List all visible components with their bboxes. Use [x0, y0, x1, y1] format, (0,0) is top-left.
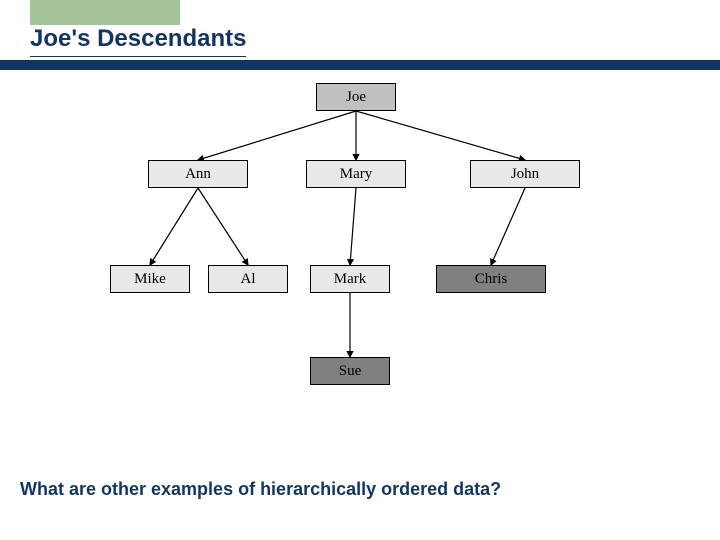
tree-node-mary: Mary: [306, 160, 406, 188]
tree-node-chris: Chris: [436, 265, 546, 293]
title-underline-bar: [0, 60, 720, 70]
slide-question: What are other examples of hierarchicall…: [20, 479, 501, 500]
tree-node-mark: Mark: [310, 265, 390, 293]
tree-diagram: Joe Ann Mary John Mike Al Mark Chris Sue: [0, 75, 720, 445]
tree-node-sue: Sue: [310, 357, 390, 385]
accent-block: [30, 0, 180, 25]
slide-title: Joe's Descendants: [30, 25, 246, 57]
tree-node-al: Al: [208, 265, 288, 293]
tree-node-mike: Mike: [110, 265, 190, 293]
tree-node-john: John: [470, 160, 580, 188]
tree-node-ann: Ann: [148, 160, 248, 188]
tree-edges: [0, 75, 720, 445]
tree-node-joe: Joe: [316, 83, 396, 111]
